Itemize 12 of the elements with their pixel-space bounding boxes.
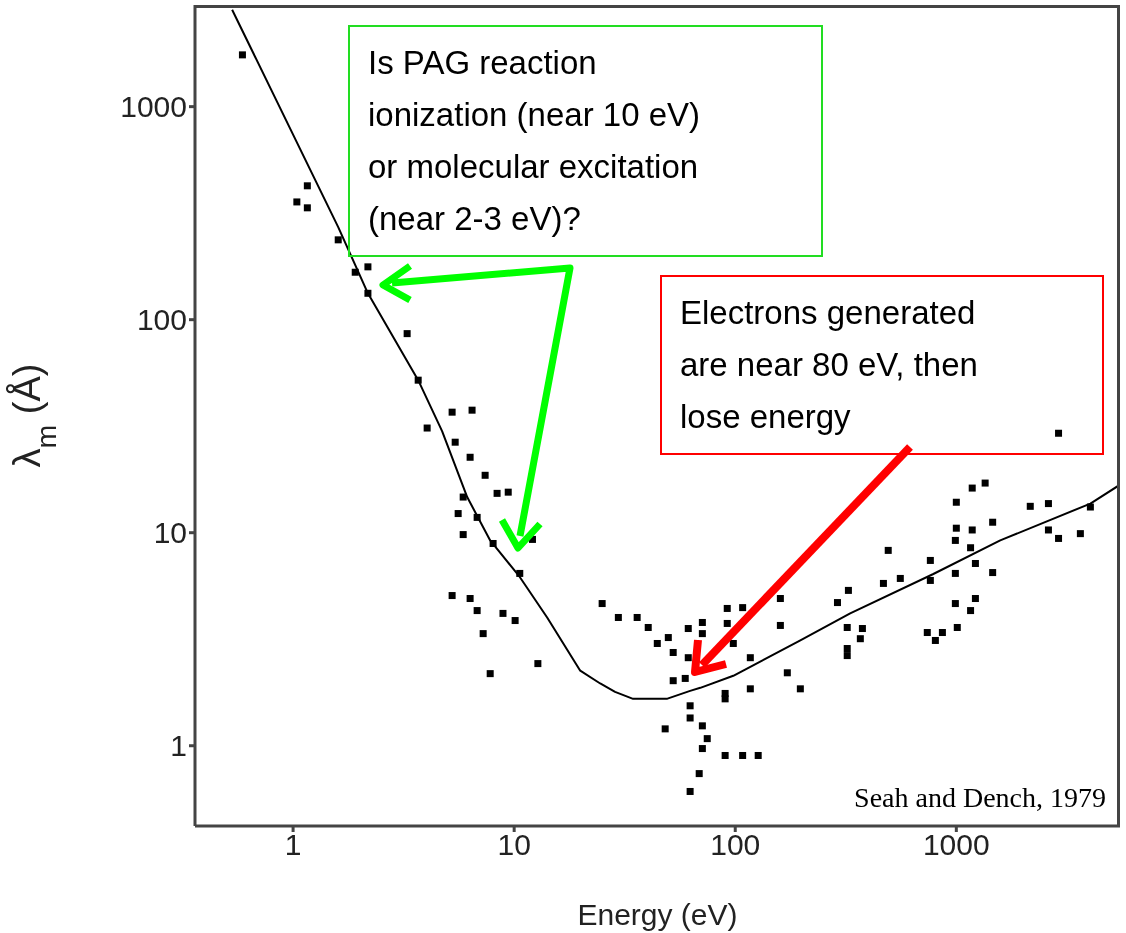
x-tick-label: 10: [497, 828, 531, 862]
x-tick-label: 100: [710, 828, 761, 862]
annotation: Electrons generated are near 80 eV, then lose energy: [660, 275, 1104, 455]
annotation: Is PAG reaction ionization (near 10 eV) or molecular excitation (near 2-3 eV)?: [348, 25, 823, 257]
x-axis-title: Energy (eV): [577, 898, 738, 931]
y-tick-label: 1: [170, 729, 187, 763]
x-tick-label: 1: [284, 828, 302, 862]
y-tick-label: 100: [136, 303, 187, 337]
annotation: Seah and Dench, 1979: [854, 782, 1106, 814]
x-tick-label: 1000: [922, 828, 990, 862]
y-tick-label: 1000: [120, 90, 187, 124]
y-tick-label: 10: [153, 516, 187, 550]
